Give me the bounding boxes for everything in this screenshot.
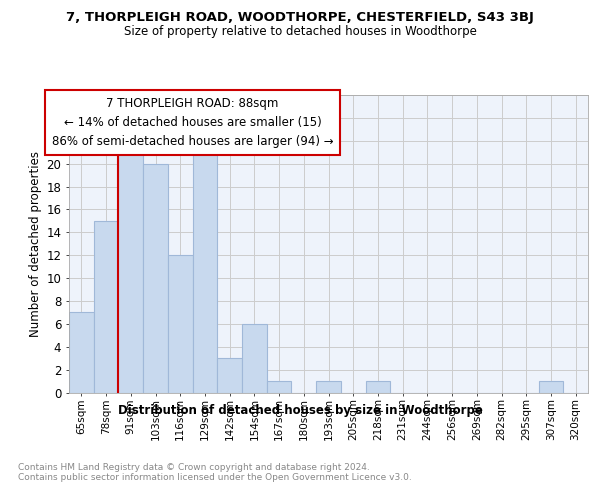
Bar [217,358,242,392]
Bar [242,324,267,392]
Text: Size of property relative to detached houses in Woodthorpe: Size of property relative to detached ho… [124,25,476,38]
Bar [316,381,341,392]
Text: Distribution of detached houses by size in Woodthorpe: Distribution of detached houses by size … [118,404,482,417]
Bar [94,221,118,392]
Bar [365,381,390,392]
Bar [267,381,292,392]
Bar [539,381,563,392]
Bar [193,141,217,393]
Bar [69,312,94,392]
Bar [118,152,143,392]
Bar [168,255,193,392]
Text: Contains HM Land Registry data © Crown copyright and database right 2024.
Contai: Contains HM Land Registry data © Crown c… [18,462,412,482]
Text: 7, THORPLEIGH ROAD, WOODTHORPE, CHESTERFIELD, S43 3BJ: 7, THORPLEIGH ROAD, WOODTHORPE, CHESTERF… [66,11,534,24]
Text: 7 THORPLEIGH ROAD: 88sqm
← 14% of detached houses are smaller (15)
86% of semi-d: 7 THORPLEIGH ROAD: 88sqm ← 14% of detach… [52,98,334,148]
Y-axis label: Number of detached properties: Number of detached properties [29,151,42,337]
Bar [143,164,168,392]
